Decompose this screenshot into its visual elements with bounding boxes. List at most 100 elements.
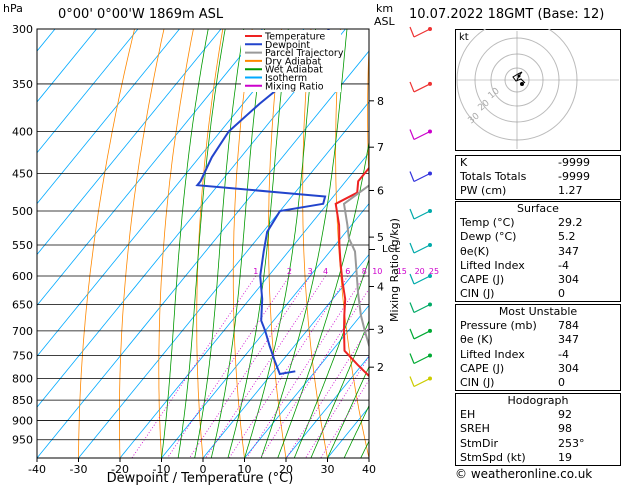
legend-label: Isotherm bbox=[265, 73, 307, 84]
surface-row: CIN (J) 0 bbox=[456, 287, 620, 301]
wind-barb-dot bbox=[428, 171, 432, 176]
surface-value: -4 bbox=[558, 258, 569, 272]
isotherm-line bbox=[37, 29, 139, 154]
wind-barb-dot bbox=[428, 242, 432, 247]
isotherm-line bbox=[202, 253, 369, 458]
date-title: 10.07.2022 18GMT (Base: 12) bbox=[409, 7, 605, 22]
temperature-tick-label: -20 bbox=[111, 463, 129, 476]
pressure-tick-label: 400 bbox=[12, 126, 33, 139]
height-tick-label: 2 bbox=[377, 361, 384, 374]
legend-label: Parcel Trajectory bbox=[265, 48, 344, 59]
index-label: PW (cm) bbox=[460, 184, 507, 198]
mixing-ratio-line bbox=[286, 326, 369, 458]
hodo-row: StmSpd (kt) 19 bbox=[456, 451, 620, 465]
wind-barb-dot bbox=[428, 353, 432, 358]
copyright-footer: © weatheronline.co.uk bbox=[455, 467, 593, 481]
legend-label: Temperature bbox=[264, 32, 325, 43]
sounding-series bbox=[195, 29, 369, 378]
mixing-ratio-axis-label: Mixing Ratio (g/kg) bbox=[388, 218, 401, 322]
temperature-tick-label: -40 bbox=[28, 463, 46, 476]
isotherm-line bbox=[37, 50, 369, 458]
pressure-tick-label: 850 bbox=[12, 394, 33, 407]
height-axis: 8 7 6 5 4 3 2 bbox=[369, 95, 384, 374]
wet-adiabat-line bbox=[177, 29, 226, 458]
mixing-ratio-line bbox=[228, 275, 349, 458]
surface-table: Surface Temp (°C) 29.2 Dewp (°C) 5.2 θe(K)… bbox=[455, 201, 621, 303]
wet-adiabat-line bbox=[310, 319, 369, 458]
mu-value: -4 bbox=[558, 347, 569, 361]
plot-frame bbox=[36, 28, 370, 459]
surface-value: 0 bbox=[558, 287, 565, 301]
mu-value: 0 bbox=[558, 375, 565, 389]
mu-label: Lifted Index bbox=[460, 347, 525, 361]
mixing-ratio-label: 2 bbox=[287, 267, 292, 276]
wind-barb-feather bbox=[409, 328, 415, 340]
index-value: 1.27 bbox=[558, 184, 583, 198]
mixing-ratio-label: 25 bbox=[429, 267, 439, 276]
isotherm-line bbox=[37, 29, 97, 103]
mu-row: Lifted Index -4 bbox=[456, 348, 620, 362]
surface-row: Temp (°C) 29.2 bbox=[456, 216, 620, 230]
isotherm-line bbox=[37, 29, 222, 256]
wind-barb bbox=[413, 275, 431, 285]
surface-value: 347 bbox=[558, 244, 579, 258]
mu-row: CAPE (J) 304 bbox=[456, 362, 620, 376]
pressure-tick-label: 600 bbox=[12, 270, 33, 283]
diagram-background-lines bbox=[37, 29, 452, 458]
hpa-label: hPa bbox=[3, 2, 23, 15]
wind-barb bbox=[413, 130, 431, 141]
dry-adiabat-line bbox=[119, 29, 165, 458]
wind-barb bbox=[413, 303, 431, 314]
hodo-label: EH bbox=[460, 408, 476, 422]
surface-label: Dewp (°C) bbox=[460, 230, 517, 244]
index-row-k: K -9999 bbox=[456, 156, 620, 170]
wet-adiabat-line bbox=[293, 258, 369, 458]
pressure-tick-label: 550 bbox=[12, 239, 33, 252]
wind-barb-feather bbox=[409, 208, 415, 220]
mu-row: θe (K) 347 bbox=[456, 333, 620, 347]
dry-adiabat-line bbox=[367, 38, 369, 187]
mu-value: 304 bbox=[558, 361, 579, 375]
wind-barb-feather bbox=[409, 171, 415, 182]
wind-barb-dot bbox=[428, 273, 432, 278]
height-tick-label: 7 bbox=[377, 141, 384, 154]
wind-barb bbox=[413, 330, 431, 340]
surface-value: 29.2 bbox=[558, 216, 583, 230]
isotherm-line bbox=[161, 203, 369, 458]
index-row-pw: PW (cm) 1.27 bbox=[456, 184, 620, 198]
wind-barb-dot bbox=[428, 27, 432, 31]
location-title: 0°00' 0°00'W 1869m ASL bbox=[58, 7, 224, 22]
isotherm-line bbox=[37, 29, 180, 205]
wind-barb bbox=[413, 210, 431, 220]
wind-barb bbox=[413, 244, 431, 254]
wind-barb-dot bbox=[428, 81, 432, 86]
wind-barb-dot bbox=[428, 209, 432, 214]
storm-motion-marker bbox=[520, 82, 524, 86]
wind-barb-dot bbox=[428, 302, 432, 307]
temperature-tick-label: 0 bbox=[200, 463, 207, 476]
hodo-label: StmDir bbox=[460, 436, 499, 450]
surface-label: CIN (J) bbox=[460, 287, 495, 301]
most-unstable-title: Most Unstable bbox=[498, 305, 578, 318]
wind-barb-feather bbox=[409, 353, 415, 364]
wind-barb-feather bbox=[409, 26, 415, 38]
hodo-label: SREH bbox=[460, 422, 490, 436]
mixing-ratio-labels: 1 2 3 4 6 8 10 15 20 25 bbox=[253, 267, 439, 276]
indices-table: K -9999 Totals Totals -9999 PW (cm) 1.27 bbox=[455, 155, 621, 200]
mu-label: θe (K) bbox=[460, 333, 493, 347]
index-value: -9999 bbox=[558, 170, 590, 184]
dry-adiabat-line bbox=[399, 29, 452, 458]
pressure-tick-label: 750 bbox=[12, 349, 33, 362]
mixing-ratio-label: 10 bbox=[372, 267, 382, 276]
pressure-tick-label: 350 bbox=[12, 78, 33, 91]
surface-row: CAPE (J) 304 bbox=[456, 273, 620, 287]
isotherm-line bbox=[37, 29, 263, 307]
wet-adiabat-line bbox=[343, 404, 369, 458]
surface-row: Lifted Index -4 bbox=[456, 259, 620, 273]
wind-barb bbox=[413, 354, 431, 365]
lcl-label: LCL bbox=[382, 244, 401, 255]
surface-label: CAPE (J) bbox=[460, 272, 505, 286]
hodo-value: 19 bbox=[558, 450, 572, 464]
isotherm-line bbox=[37, 29, 346, 408]
surface-value: 5.2 bbox=[558, 230, 576, 244]
